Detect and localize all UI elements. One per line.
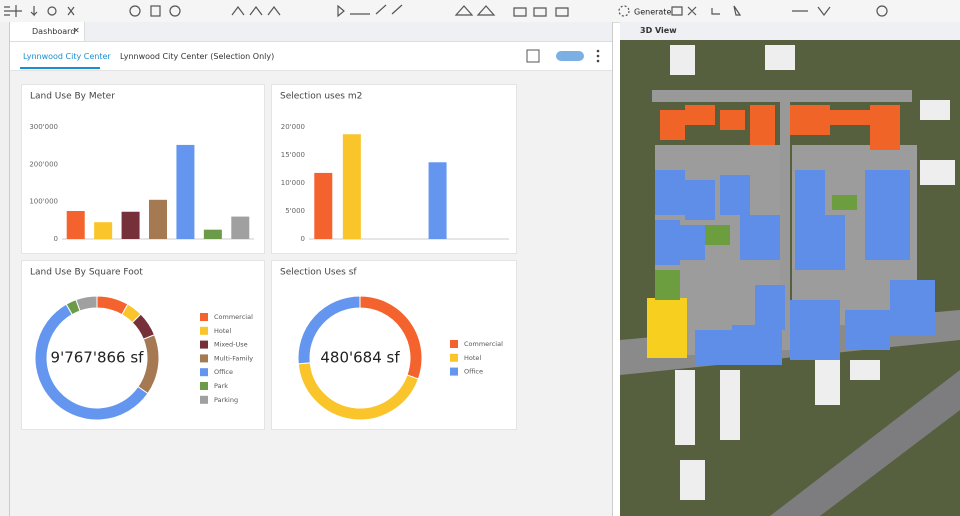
subtab[interactable]: Lynnwood City Center (Selection Only) (120, 52, 275, 61)
legend-label: Hotel (214, 327, 231, 335)
chart-card: Selection uses m2 0 5'000 10'000 15'000 20'00… (271, 84, 517, 254)
donut-segment (75, 295, 98, 312)
3d-scene[interactable] (620, 40, 960, 516)
legend-swatch (200, 395, 208, 404)
legend-label: Office (214, 368, 233, 376)
legend-label: Multi-Family (214, 354, 253, 362)
bar (66, 211, 85, 239)
chart-title: Selection uses m2 (280, 92, 362, 102)
toolbar-icons: Generate (4, 4, 888, 18)
legend-swatch (200, 354, 208, 363)
chart-card: Land Use By Square Foot 9'767'866 sf Comme… (21, 260, 265, 430)
dashboard-tab[interactable]: Dashboard ✕ (10, 22, 85, 41)
legend-label: Park (214, 382, 228, 390)
y-tick-label: 10'000 (281, 179, 305, 187)
legend-swatch (450, 353, 458, 362)
legend-label: Mixed-Use (214, 341, 248, 349)
legend-label: Parking (214, 396, 238, 404)
generate-label[interactable]: Generate (634, 8, 671, 17)
subtab[interactable]: Lynnwood City Center (23, 52, 111, 61)
y-tick-label: 5'000 (285, 207, 305, 215)
y-tick-label: 15'000 (281, 151, 305, 159)
legend-swatch (200, 313, 208, 321)
chart: Selection uses m2 0 5'000 10'000 15'000 20'00… (280, 92, 509, 243)
chart-title: Land Use By Meter (30, 92, 115, 102)
donut-segment (297, 362, 419, 421)
chart-title: Land Use By Square Foot (30, 268, 143, 278)
legend-swatch (200, 326, 208, 335)
legend-swatch (200, 382, 208, 390)
legend-swatch (450, 340, 458, 348)
legend-label: Office (464, 368, 483, 376)
bar (342, 134, 361, 239)
toolbar: Generate (0, 0, 960, 23)
legend-swatch (200, 340, 208, 349)
center-label: 9'767'866 sf (51, 349, 145, 367)
bar (149, 199, 167, 239)
legend-swatch (200, 368, 208, 377)
close-icon[interactable]: ✕ (73, 26, 80, 35)
subtab-tools[interactable] (522, 47, 607, 67)
legend-label: Commercial (464, 340, 503, 348)
y-tick-label: 20'000 (281, 123, 305, 131)
bar (231, 216, 250, 239)
y-tick-label: 0 (301, 235, 305, 243)
panel-tab-bar: Dashboard ✕ (10, 22, 612, 42)
bar (428, 162, 447, 239)
dashboard-tab-label[interactable]: Dashboard (32, 27, 76, 36)
chart: Selection Uses sf 480'684 sf Commercial Hot… (280, 268, 503, 421)
chart-card: Selection Uses sf 480'684 sf Commercial Hot… (271, 260, 517, 430)
legend-label: Hotel (464, 354, 481, 362)
center-label: 480'684 sf (320, 349, 400, 367)
view3d-tab-label[interactable]: 3D View (640, 26, 677, 35)
donut-segment (359, 295, 423, 380)
bar (121, 211, 140, 239)
y-tick-label: 0 (54, 235, 58, 243)
donut-segment (297, 295, 361, 365)
y-tick-label: 300'000 (29, 123, 58, 131)
chart-title: Selection Uses sf (280, 268, 357, 278)
bar (203, 229, 222, 239)
subtab-bar: Lynnwood City Center Lynnwood City Cente… (10, 42, 612, 71)
chart: Land Use By Square Foot 9'767'866 sf Comme… (30, 268, 253, 421)
y-tick-label: 100'000 (29, 198, 58, 206)
subtab-underline (20, 67, 100, 69)
bar (94, 222, 113, 239)
bar (176, 144, 195, 239)
chart-card: Land Use By Meter 0 100'000 200'000 300'000 (21, 84, 265, 254)
legend-label: Commercial (214, 313, 253, 321)
legend-swatch (450, 367, 458, 376)
view3d-tab-bar: 3D View (620, 22, 960, 41)
bar (314, 172, 333, 239)
chart: Land Use By Meter 0 100'000 200'000 300'000 (29, 92, 254, 243)
y-tick-label: 200'000 (29, 160, 58, 168)
left-strip (0, 22, 10, 516)
view3d-panel: 3D View (620, 22, 960, 516)
